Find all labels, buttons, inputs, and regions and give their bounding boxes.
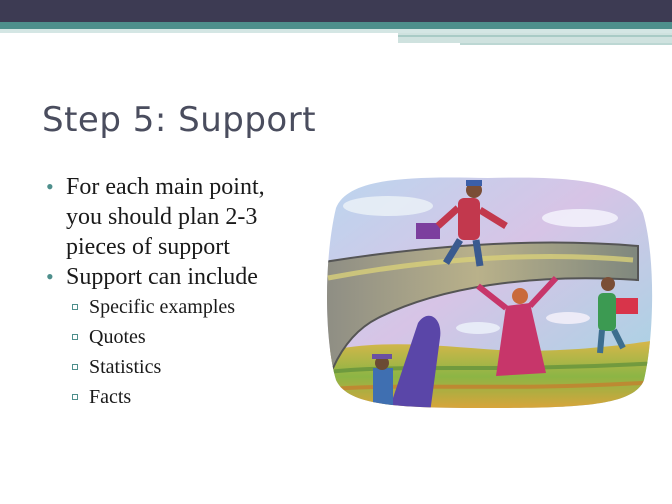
bullet-line: Support can include [66,264,258,290]
sub-bullet-text: Facts [89,386,132,408]
bullet-line: you should plan 2-3 [66,204,258,230]
sub-bullet-text: Quotes [89,326,146,348]
bullet-line: For each main point, [66,174,265,200]
square-bullet-icon [72,394,78,400]
sub-bullet-item: Statistics [46,352,336,382]
header-tab-line [398,35,672,37]
header-thin-line [460,43,672,45]
sub-bullet-text: Statistics [89,356,162,378]
header-accent-band [0,22,672,29]
illustration-scene [327,177,653,409]
bullet-dot-icon: • [46,264,54,289]
sub-bullet-text: Specific examples [89,296,236,318]
bullet-list: • For each main point, you should plan 2… [46,172,336,412]
slide-title: Step 5: Support [42,100,317,140]
square-bullet-icon [72,364,78,370]
square-bullet-icon [72,304,78,310]
sub-bullet-item: Specific examples [46,292,336,322]
bullet-dot-icon: • [46,174,54,199]
sub-bullet-item: Facts [46,382,336,412]
bullet-item: • For each main point, you should plan 2… [46,172,336,262]
bullet-line: pieces of support [66,234,230,260]
header-bar [0,0,672,22]
sub-bullet-item: Quotes [46,322,336,352]
header-tab-band [398,33,672,43]
header-light-band [0,29,672,33]
people-on-bridge-illustration [327,177,653,409]
bullet-item: • Support can include [46,262,336,292]
square-bullet-icon [72,334,78,340]
